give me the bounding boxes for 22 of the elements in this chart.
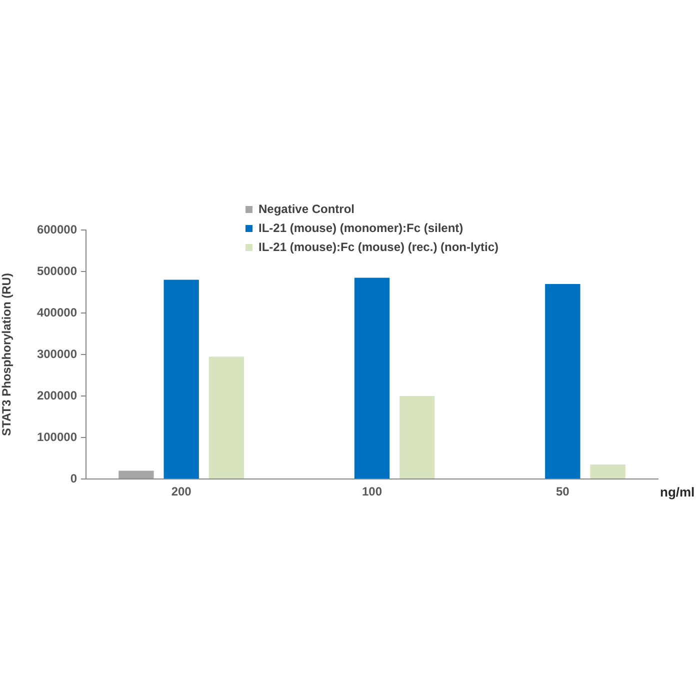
legend-label: Negative Control	[258, 202, 355, 216]
y-axis-title: STAT3 Phosphorylation (RU)	[0, 273, 14, 436]
bar	[118, 470, 154, 478]
y-tick-label: 100000	[36, 430, 78, 444]
bar	[590, 464, 626, 478]
bar	[208, 356, 244, 478]
bar	[164, 280, 199, 478]
legend-label: IL-21 (mouse):Fc (mouse) (rec.) (non-lytic)	[258, 240, 499, 254]
x-tick-label: 200	[171, 484, 192, 499]
x-tick-label: 50	[556, 484, 570, 499]
y-tick-label: 0	[70, 471, 78, 486]
y-tick-label: 600000	[36, 222, 78, 236]
y-tick-label: 400000	[36, 305, 78, 320]
y-tick-label: 500000	[36, 264, 78, 278]
y-tick-label: 300000	[36, 346, 78, 361]
x-axis-title: ng/ml	[660, 484, 695, 500]
x-tick-label: 100	[362, 484, 382, 499]
y-tick-label: 200000	[36, 388, 78, 402]
bar	[400, 396, 435, 478]
bar	[545, 284, 580, 478]
legend-label: IL-21 (mouse) (monomer):Fc (silent)	[258, 220, 464, 235]
bar	[354, 278, 390, 478]
